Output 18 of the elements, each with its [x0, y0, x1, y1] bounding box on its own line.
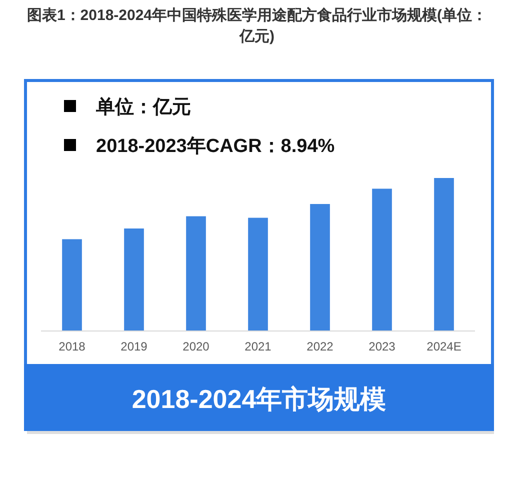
x-tick-label: 2020	[182, 340, 210, 354]
bar	[186, 216, 206, 331]
bar	[62, 239, 82, 331]
x-tick-label: 2019	[120, 340, 148, 354]
x-tick-label: 2024E	[426, 340, 462, 354]
bar	[372, 188, 392, 331]
text: 单位：亿元	[95, 96, 191, 118]
x-tick-label: 2023	[368, 340, 396, 354]
bar	[310, 204, 330, 331]
text: 2018-2023年CAGR：8.94%	[96, 136, 335, 157]
bar	[434, 178, 454, 331]
text: 2018-2024年市场规模	[132, 384, 386, 414]
x-tick-label: 2021	[244, 340, 272, 354]
bar	[124, 228, 144, 331]
bar	[248, 218, 268, 331]
x-tick-label: 2022	[306, 340, 334, 354]
chart-title: 图表1：2018-2024年中国特殊医学用途配方食品行业市场规模(单位：亿元)	[26, 6, 488, 47]
x-tick-label: 2018	[58, 340, 86, 354]
